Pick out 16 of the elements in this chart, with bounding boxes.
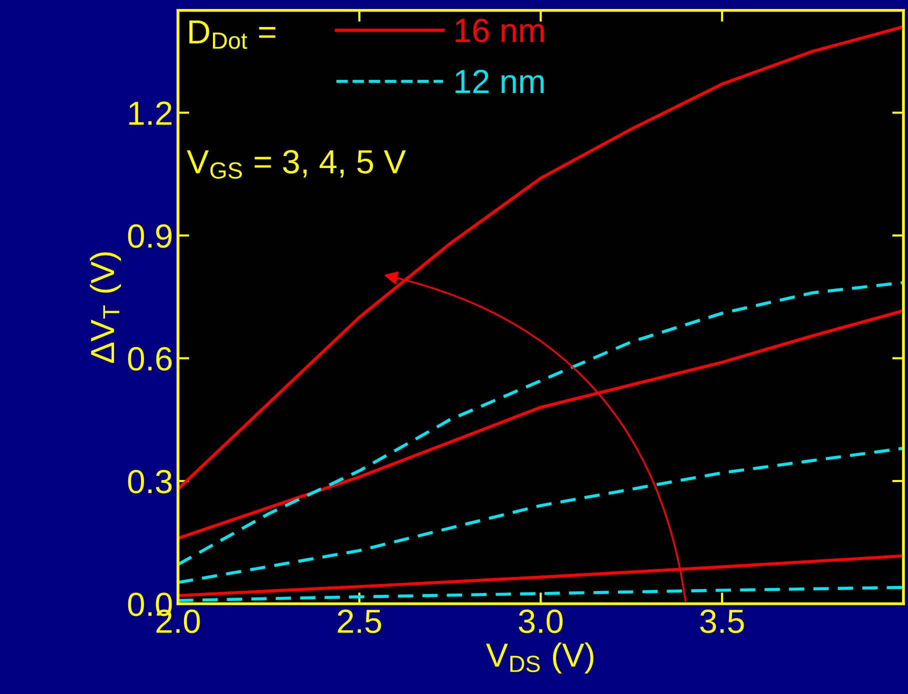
y-tick-label: 0.6 bbox=[128, 347, 172, 371]
x-axis-title: V$_{DS}$ (V) bbox=[486, 642, 594, 674]
y-tick-label: 1.2 bbox=[129, 102, 172, 125]
legend-label: 16 nm bbox=[456, 18, 544, 42]
legend-title: D$_{Dot}$ = bbox=[189, 20, 276, 49]
y-tick-label: 0.3 bbox=[128, 470, 172, 494]
line-series bbox=[178, 281, 904, 566]
y-tick-label: 0.9 bbox=[128, 224, 172, 248]
x-tick-label: 2.5 bbox=[338, 610, 382, 634]
y-axis-title: ΔV$_{T}$ (V) bbox=[90, 252, 121, 363]
line-series bbox=[178, 586, 904, 602]
legend-label: 12 nm bbox=[456, 70, 544, 94]
x-tick-label: 3.0 bbox=[518, 610, 563, 634]
line-series bbox=[178, 446, 904, 584]
x-tick-label: 3.5 bbox=[700, 610, 744, 634]
annotation: V$_{GS}$ = 3, 4, 5 V bbox=[186, 150, 406, 179]
